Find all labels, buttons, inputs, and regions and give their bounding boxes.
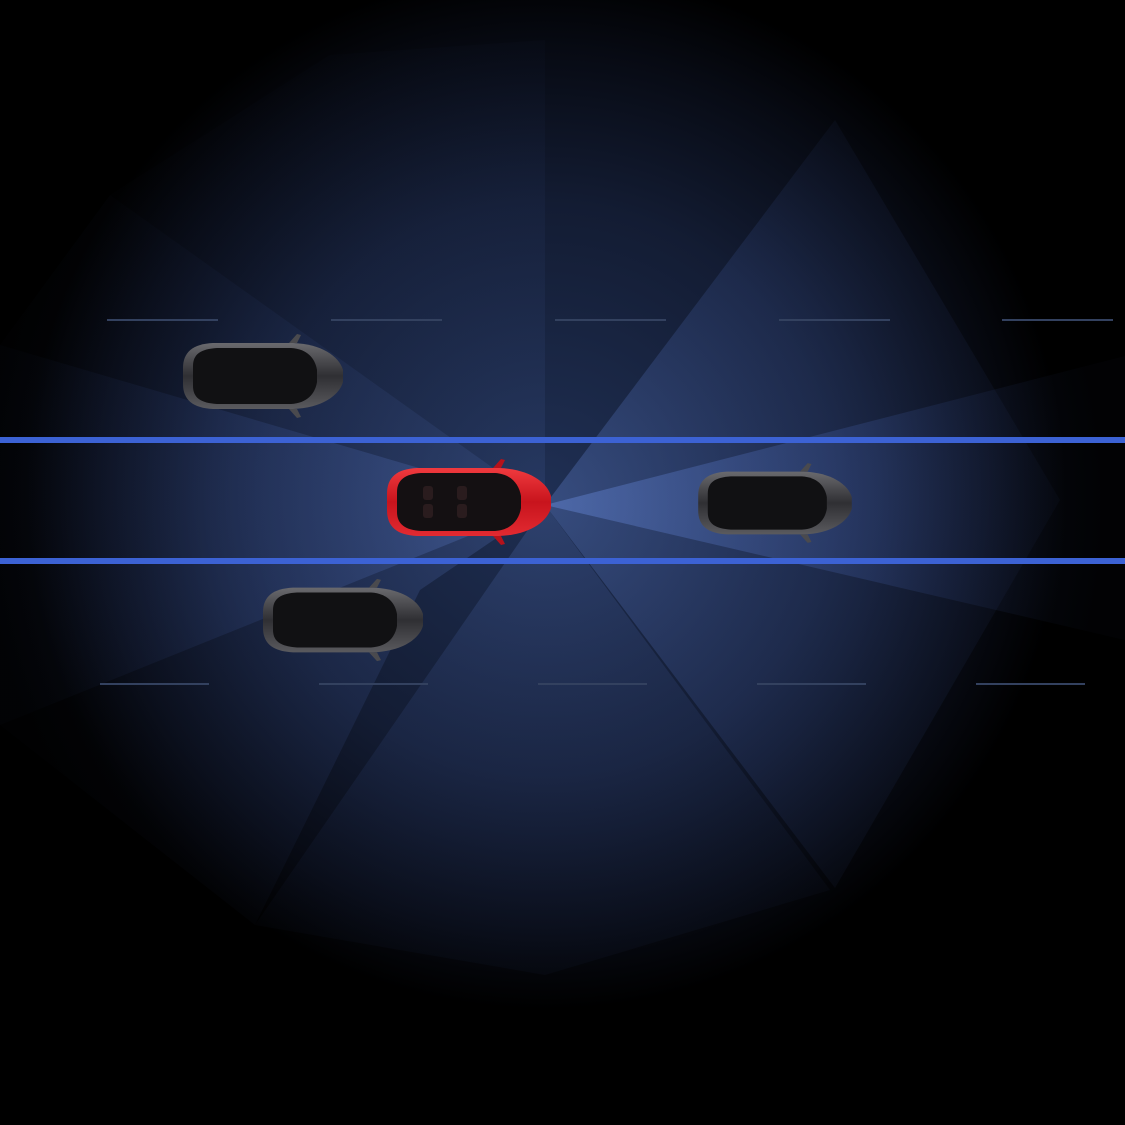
sensor-zone-side-upper <box>110 40 545 505</box>
sensor-zone-side-lower <box>255 505 830 975</box>
lane-line-left <box>0 437 1125 443</box>
ego-car <box>387 459 551 545</box>
dashed-lane-lines <box>100 319 1113 685</box>
lane-line-right <box>0 558 1125 564</box>
ego-lane-lines <box>0 437 1125 564</box>
